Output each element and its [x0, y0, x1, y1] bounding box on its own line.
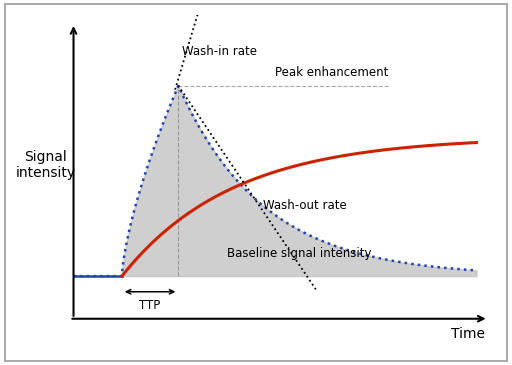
Text: Wash-in rate: Wash-in rate	[182, 45, 258, 58]
Text: Time: Time	[451, 327, 484, 341]
Text: Signal
intensity: Signal intensity	[15, 150, 75, 180]
Text: TTP: TTP	[139, 299, 161, 312]
Text: Baseline signal intensity: Baseline signal intensity	[227, 247, 371, 261]
Text: Wash-out rate: Wash-out rate	[263, 199, 347, 212]
Text: Peak enhancement: Peak enhancement	[275, 66, 389, 78]
